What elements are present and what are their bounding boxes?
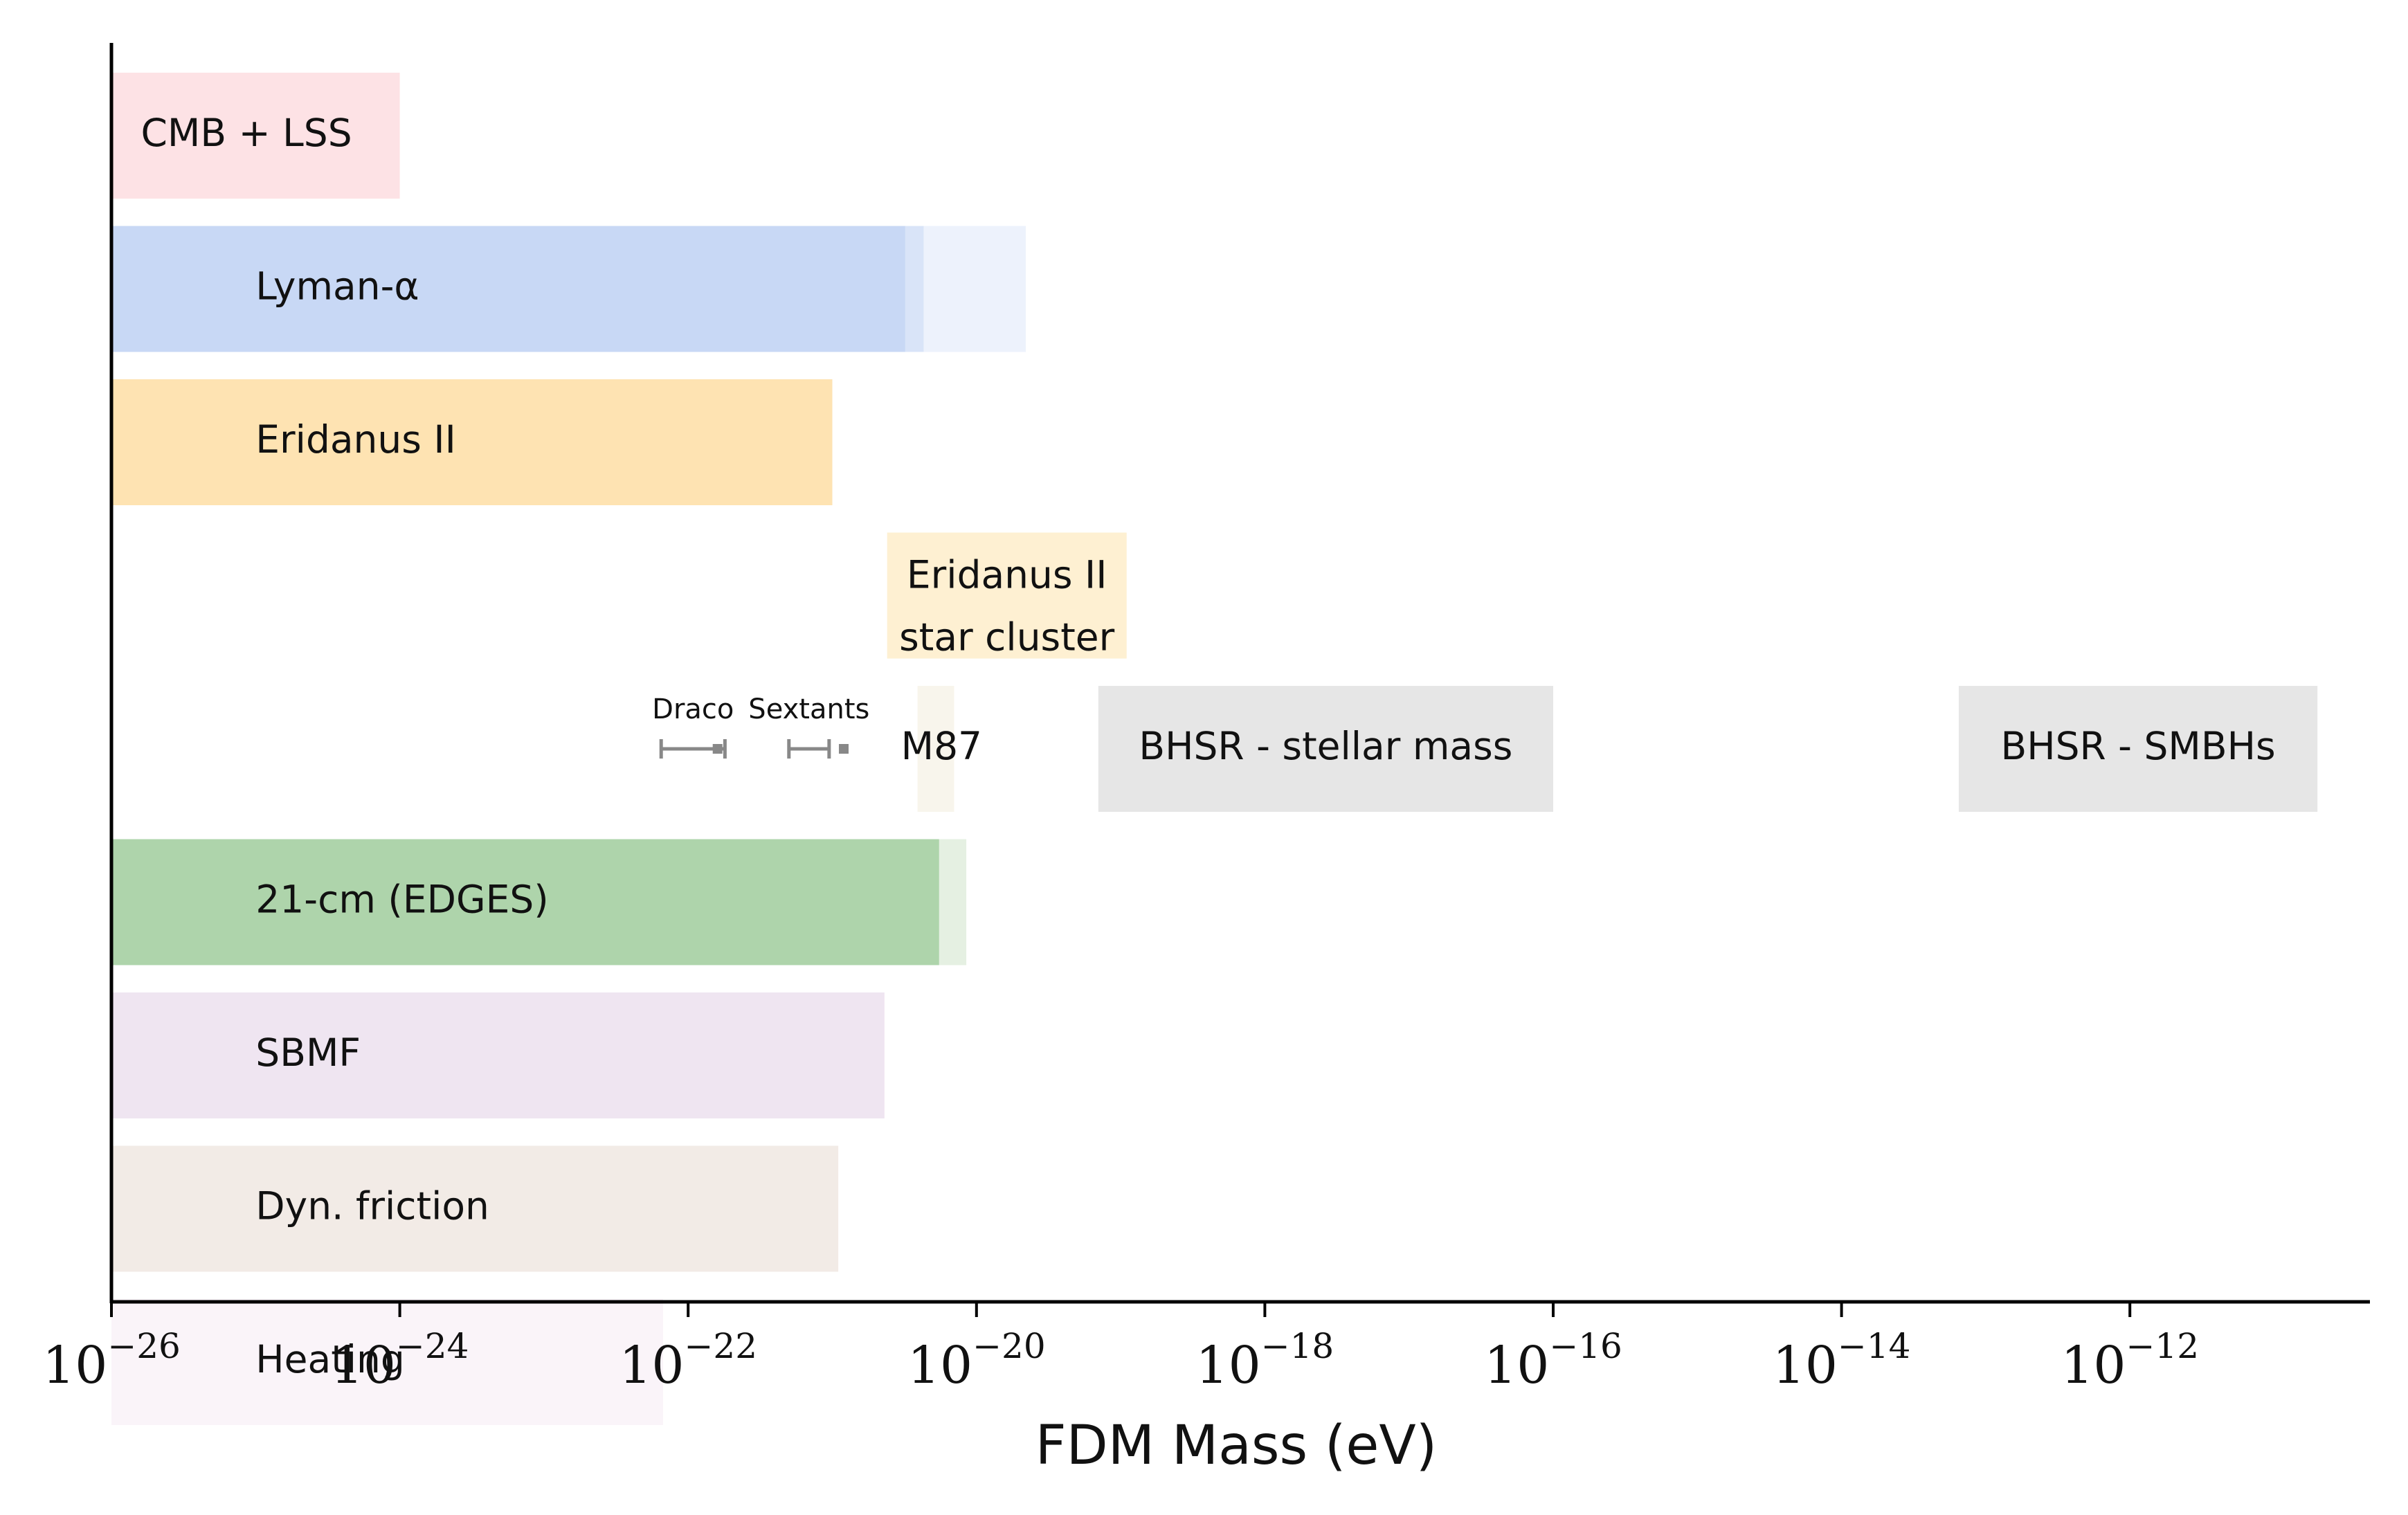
errorbar-draco [659,739,727,759]
x-tick-exponent: −14 [1838,1326,1911,1366]
x-tick-label: 10−12 [2061,1326,2199,1395]
x-tick-label: 10−26 [42,1326,181,1395]
x-tick-layer: 10−26 10−24 10−22 10−20 10−18 10−16 10−14 10−12 [42,1302,2199,1395]
errorbar-point [838,744,849,754]
bar-dyn-friction-0 [111,1145,839,1272]
bar-eridanus-ii-star-cluster-0 [887,532,1127,659]
bars-layer [111,73,2318,1425]
bar-bhsr-smbhs-2 [1958,686,2318,812]
bar-labels-layer: CMB + LSS Lyman-α Eridanus II Eridanus II st… [141,111,2276,1381]
errorbar-label-sextants: Sextants [748,693,869,725]
x-tick-base: 10 [2061,1336,2126,1395]
bar-label-bhsr-stellar-mass: BHSR - stellar mass [1139,724,1512,768]
errorbar-label-draco: Draco [652,693,734,725]
x-tick-base: 10 [907,1336,972,1395]
x-tick-exponent: −20 [972,1326,1046,1366]
x-tick-base: 10 [42,1336,107,1395]
bar-cmb-lss-0 [111,73,400,199]
bar-bhsr-stellar-mass-1 [1098,686,1553,812]
x-tick-label: 10−24 [331,1326,469,1395]
bar-label-bhsr-smbhs: BHSR - SMBHs [2000,724,2275,768]
bar-m87-0 [917,686,954,812]
bar-label-m87: M87 [901,724,982,768]
x-tick-exponent: −24 [396,1326,469,1366]
row-label-eridanus-ii: Eridanus II [255,417,456,462]
bar-sbmf-0 [111,992,885,1118]
x-tick-exponent: −22 [685,1326,758,1366]
errorbar-sextants [787,739,849,759]
x-tick-base: 10 [1484,1336,1549,1395]
x-tick-exponent: −18 [1261,1326,1334,1366]
axes-layer [109,43,2370,1304]
bar-label-star-cluster: star cluster [899,615,1114,660]
x-tick-label: 10−14 [1773,1326,1911,1395]
x-tick-label: 10−20 [907,1326,1046,1395]
bar-lyman-2 [111,226,905,352]
errorbar-layer [659,739,849,759]
x-tick-base: 10 [1773,1336,1838,1395]
row-label-cmb-lss: CMB + LSS [141,111,352,155]
x-tick-label: 10−22 [619,1326,757,1395]
x-tick-base: 10 [619,1336,684,1395]
x-tick-exponent: −16 [1549,1326,1622,1366]
bar-heating-0 [111,1299,663,1425]
row-label-heating: Heating [255,1337,405,1381]
x-tick-exponent: −26 [107,1326,181,1366]
bar-label-eridanus-ii: Eridanus II [907,553,1107,597]
x-tick-label: 10−16 [1484,1326,1622,1395]
row-label-sbmf: SBMF [255,1031,361,1075]
x-tick-label: 10−18 [1196,1326,1334,1395]
x-tick-exponent: −12 [2126,1326,2200,1366]
bar-eridanus-ii-0 [111,379,833,505]
row-label-21-cm-edges: 21-cm (EDGES) [255,878,548,922]
x-axis-label: FDM Mass (eV) [1035,1415,1437,1477]
errorbar-point [712,744,723,754]
bar-21-cm-edges-1 [111,839,939,965]
x-tick-base: 10 [331,1336,396,1395]
x-tick-base: 10 [1196,1336,1261,1395]
row-label-dyn-friction: Dyn. friction [255,1184,489,1228]
row-label-lyman: Lyman-α [255,264,419,309]
